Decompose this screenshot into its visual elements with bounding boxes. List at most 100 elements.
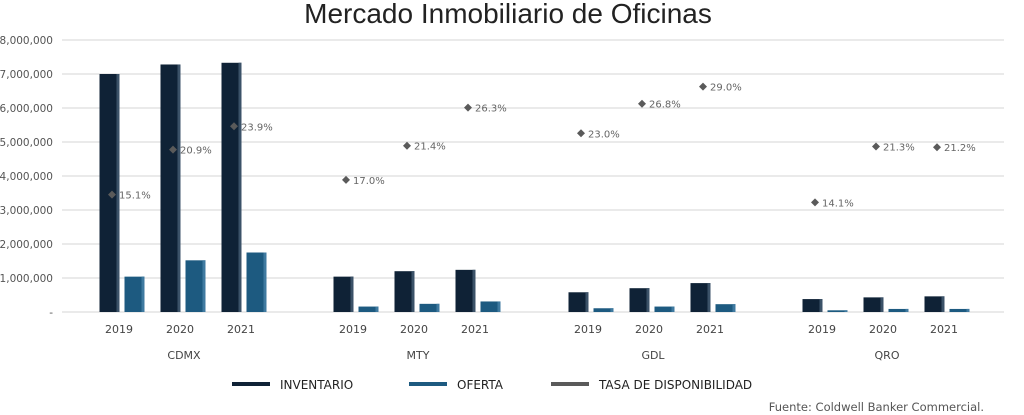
- year-label: 2019: [574, 323, 602, 336]
- availability-label: 29.0%: [710, 83, 742, 94]
- year-label: 2021: [227, 323, 255, 336]
- bar-inventario: [629, 288, 650, 312]
- y-tick-label: 5,000,000: [0, 137, 53, 149]
- x-axis-labels: 2019 2020 2021 CDMX 2019 2020 2021 MTY 2019 2020 2…: [105, 323, 958, 362]
- availability-point: [342, 175, 350, 184]
- year-label: 2021: [930, 323, 958, 336]
- bar-oferta-edge: [497, 301, 501, 312]
- year-label: 2020: [869, 323, 897, 336]
- bar-inventario: [924, 296, 945, 312]
- bar-oferta: [827, 310, 848, 312]
- bar-oferta: [185, 260, 206, 312]
- bar-oferta-edge: [202, 260, 206, 312]
- bar-inventario: [863, 297, 884, 312]
- bar-oferta: [593, 308, 614, 312]
- availability-point: [811, 198, 819, 207]
- y-tick-label: 1,000,000: [0, 273, 53, 285]
- availability-point: [933, 143, 941, 152]
- bar-inventario: [394, 271, 415, 312]
- bar-inventario: [568, 292, 589, 312]
- availability-point: [403, 141, 411, 150]
- legend-swatch: [551, 382, 589, 386]
- bar-inventario: [160, 64, 181, 312]
- bar-inventario-edge: [177, 64, 181, 312]
- y-tick-label: 2,000,000: [0, 239, 53, 251]
- bar-inventario-edge: [880, 297, 884, 312]
- bar-inventario-edge: [411, 271, 415, 312]
- availability-label: 23.0%: [588, 129, 620, 140]
- bar-oferta-edge: [610, 308, 614, 312]
- availability-label: 15.1%: [119, 191, 151, 202]
- bar-oferta: [654, 306, 675, 312]
- availability-label: 21.2%: [944, 143, 976, 154]
- bar-inventario: [333, 276, 354, 312]
- bar-inventario-edge: [707, 283, 711, 312]
- bar-oferta: [480, 301, 501, 312]
- availability-label: 23.9%: [241, 122, 273, 133]
- legend: INVENTARIO OFERTA TASA DE DISPONIBILIDAD: [232, 378, 752, 392]
- bar-oferta-edge: [905, 308, 909, 312]
- bar-inventario-edge: [350, 276, 354, 312]
- bar-oferta: [124, 276, 145, 312]
- y-tick-label: 3,000,000: [0, 205, 53, 217]
- y-axis-ticks: - 1,000,000 2,000,000 3,000,000 4,000,000 5,0…: [0, 35, 53, 319]
- bar-inventario-edge: [585, 292, 589, 312]
- grid-lines: [62, 39, 1004, 313]
- availability-point: [464, 103, 472, 112]
- availability-point: [872, 142, 880, 151]
- availability-label: 21.3%: [883, 142, 915, 153]
- availability-label: 21.4%: [414, 142, 446, 153]
- legend-swatch: [409, 382, 447, 386]
- bar-inventario-edge: [646, 288, 650, 312]
- year-label: 2020: [635, 323, 663, 336]
- bar-inventario-edge: [238, 62, 242, 312]
- year-label: 2020: [166, 323, 194, 336]
- bar-oferta: [246, 252, 267, 312]
- group-label: QRO: [875, 349, 900, 362]
- availability-point: [169, 145, 177, 154]
- bar-inventario-edge: [116, 74, 120, 312]
- bar-oferta-edge: [671, 306, 675, 312]
- availability-markers: 15.1% 20.9% 23.9% 17.0% 21.4% 26.3% 23.0% 26.8%…: [108, 82, 976, 209]
- availability-point: [230, 122, 238, 131]
- availability-point: [699, 82, 707, 91]
- year-label: 2021: [696, 323, 724, 336]
- bar-oferta-edge: [436, 303, 440, 312]
- availability-label: 17.0%: [353, 176, 385, 187]
- bar-inventario-edge: [941, 296, 945, 312]
- year-label: 2019: [339, 323, 367, 336]
- group-label: CDMX: [167, 349, 201, 362]
- bar-inventario: [802, 299, 823, 312]
- legend-label: OFERTA: [457, 378, 504, 392]
- bar-oferta-edge: [732, 304, 736, 312]
- y-tick-label: 8,000,000: [0, 35, 53, 47]
- legend-label: INVENTARIO: [280, 378, 353, 392]
- y-tick-label: 6,000,000: [0, 103, 53, 115]
- availability-label: 20.9%: [180, 146, 212, 157]
- availability-label: 14.1%: [822, 198, 854, 209]
- bars: [99, 62, 970, 312]
- bar-oferta: [888, 308, 909, 312]
- year-label: 2019: [808, 323, 836, 336]
- y-tick-label: 4,000,000: [0, 171, 53, 183]
- bar-oferta-edge: [263, 252, 267, 312]
- source-note: Fuente: Coldwell Banker Commercial.: [769, 400, 984, 414]
- bar-inventario-edge: [472, 269, 476, 312]
- year-label: 2020: [400, 323, 428, 336]
- bar-oferta-edge: [375, 306, 379, 312]
- bar-oferta: [358, 306, 379, 312]
- availability-label: 26.3%: [475, 104, 507, 115]
- year-label: 2021: [461, 323, 489, 336]
- bar-oferta-edge: [966, 308, 970, 312]
- group-label: GDL: [641, 349, 665, 362]
- bar-oferta-edge: [141, 276, 145, 312]
- year-label: 2019: [105, 323, 133, 336]
- bar-inventario-edge: [819, 299, 823, 312]
- availability-point: [638, 99, 646, 108]
- y-tick-label: 7,000,000: [0, 69, 53, 81]
- bar-inventario: [690, 283, 711, 312]
- legend-label: TASA DE DISPONIBILIDAD: [598, 378, 752, 392]
- group-label: MTY: [407, 349, 430, 362]
- availability-label: 26.8%: [649, 100, 681, 111]
